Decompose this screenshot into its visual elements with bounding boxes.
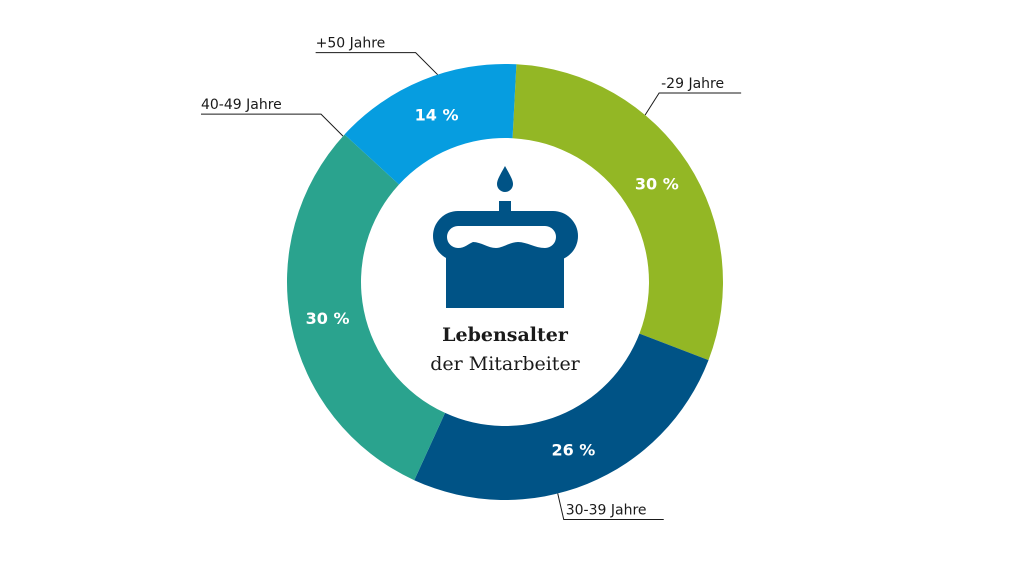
- callout-line: [315, 52, 438, 76]
- slice-value-label: 26 %: [551, 441, 595, 460]
- slice-3: [287, 134, 446, 481]
- callout-line: [644, 92, 742, 116]
- slice-category-label: +50 Jahre: [316, 36, 386, 52]
- callout-line: [557, 493, 664, 521]
- slice-value-label: 14 %: [415, 105, 459, 124]
- callouts: -29 Jahre 30-39 Jahre 40-49 Jahre +50 Jahre: [200, 36, 742, 521]
- slice-category-label: 40-49 Jahre: [201, 97, 282, 113]
- slice-category-label: 30-39 Jahre: [566, 503, 647, 519]
- slice-1: [512, 64, 723, 361]
- slice-2: [414, 333, 709, 500]
- chart-subtitle: der Mitarbeiter: [430, 353, 580, 375]
- birthday-cake-icon: [433, 166, 578, 308]
- callout-line: [200, 113, 344, 137]
- percentage-labels: 30 % 26 % 30 % 14 %: [306, 105, 679, 459]
- chart-title: Lebensalter: [442, 324, 569, 346]
- slice-value-label: 30 %: [635, 174, 679, 193]
- slice-value-label: 30 %: [306, 309, 350, 328]
- slice-category-label: -29 Jahre: [661, 76, 724, 92]
- donut-slices: [287, 64, 723, 500]
- slice-4: [344, 64, 517, 185]
